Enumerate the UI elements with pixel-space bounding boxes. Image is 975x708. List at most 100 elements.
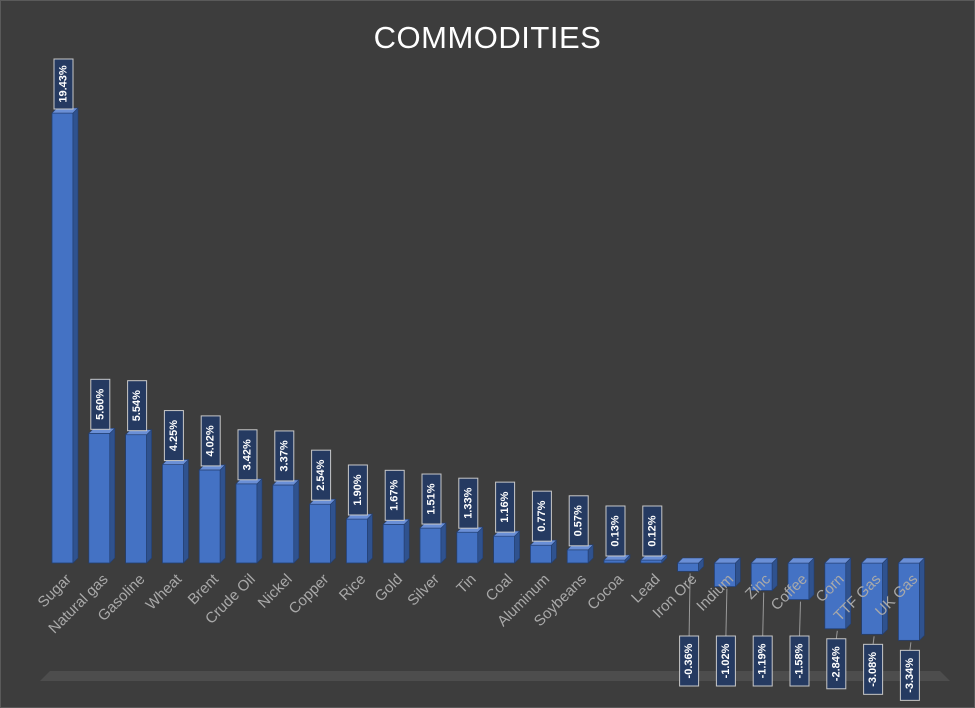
data-label-leader [799, 601, 801, 637]
data-label-box [458, 477, 479, 529]
bar [603, 559, 626, 564]
data-label-box [826, 638, 847, 690]
data-label: -3.08% [867, 652, 879, 687]
data-label: 4.02% [205, 425, 217, 456]
bar [198, 469, 221, 564]
bar-top [787, 557, 815, 564]
data-label: 5.60% [94, 388, 106, 419]
bar-top [713, 557, 742, 564]
bar [161, 464, 184, 564]
data-label-box [237, 429, 258, 481]
data-label: -3.34% [904, 658, 916, 693]
data-label-leader [872, 636, 875, 645]
bar [272, 484, 295, 564]
bar-top [824, 557, 852, 564]
bar [382, 523, 405, 564]
data-label-leader [688, 573, 691, 637]
bar-side [771, 557, 778, 592]
data-label-box [53, 58, 74, 110]
bar-side [256, 478, 263, 564]
data-label: 1.51% [426, 483, 438, 514]
bar-side [330, 498, 336, 564]
data-label: -1.19% [757, 643, 769, 678]
bar-top [897, 557, 926, 564]
bar-side [514, 530, 520, 564]
bar [51, 112, 74, 564]
bar [419, 527, 442, 564]
data-label-box [347, 464, 368, 516]
category-label: Wheat [143, 570, 186, 613]
data-label: 0.57% [573, 505, 585, 536]
bar-side [293, 479, 300, 564]
bar-top [750, 557, 778, 564]
data-label-box [200, 415, 221, 467]
bar-side [403, 518, 410, 564]
data-label-box [90, 378, 111, 430]
bar [456, 531, 479, 564]
bar [345, 518, 368, 564]
data-label: 5.54% [131, 390, 143, 421]
bar-top [860, 557, 889, 564]
category-label: Silver [404, 571, 443, 610]
data-label: -0.36% [683, 643, 695, 678]
data-label-leader [909, 642, 912, 651]
data-label: 2.54% [315, 459, 327, 490]
data-label: 1.90% [352, 474, 364, 505]
bar-top [676, 557, 705, 564]
bar-side [183, 458, 189, 564]
data-label: 0.77% [536, 500, 548, 531]
data-label-box [495, 481, 516, 533]
data-label: 0.12% [646, 515, 658, 546]
bar-side [109, 427, 116, 564]
category-label: Gold [372, 571, 406, 605]
data-label-box [384, 469, 405, 521]
bar [677, 562, 699, 572]
data-label-leader [835, 630, 838, 639]
data-label-box [679, 635, 700, 687]
data-label-box [605, 505, 626, 557]
data-label-box [642, 505, 663, 557]
data-label: 1.33% [462, 487, 474, 518]
bar-side [72, 107, 79, 564]
data-label-box [715, 635, 736, 687]
category-label: Copper [286, 571, 333, 618]
bar-side [219, 464, 226, 564]
data-label-box [863, 643, 884, 695]
bar-side [440, 522, 447, 564]
data-label: 3.37% [278, 440, 290, 471]
bar-side [919, 557, 925, 642]
bar [640, 559, 663, 564]
data-label-box [531, 490, 552, 542]
data-label-leader [725, 588, 728, 637]
bar [125, 434, 147, 564]
data-label: -1.02% [720, 643, 732, 678]
bar [309, 503, 332, 564]
bar [235, 483, 258, 564]
data-label: 1.67% [389, 480, 401, 511]
bar [493, 535, 516, 564]
data-label: 4.25% [168, 420, 180, 451]
data-label: 3.42% [242, 439, 254, 470]
data-label-box [789, 635, 810, 687]
data-label: -2.84% [830, 646, 842, 681]
data-label-box [127, 380, 148, 432]
data-label-box [421, 473, 442, 525]
data-label: -1.58% [794, 643, 806, 678]
chart-title: COMMODITIES [373, 20, 602, 55]
category-label: Rice [336, 571, 369, 604]
data-label-box [568, 495, 589, 547]
data-label-box [274, 430, 295, 482]
bar-side [146, 428, 152, 564]
bar [88, 432, 111, 564]
chart-floor [40, 671, 950, 681]
data-label: 0.13% [610, 515, 622, 546]
bar-side [477, 526, 484, 564]
data-label-box [163, 410, 184, 462]
bar [530, 544, 552, 564]
data-label-box [311, 449, 332, 501]
data-label-leader [762, 592, 765, 637]
category-label: Tin [453, 571, 479, 597]
category-label: Cocoa [584, 570, 627, 613]
data-label: 1.16% [499, 491, 511, 522]
